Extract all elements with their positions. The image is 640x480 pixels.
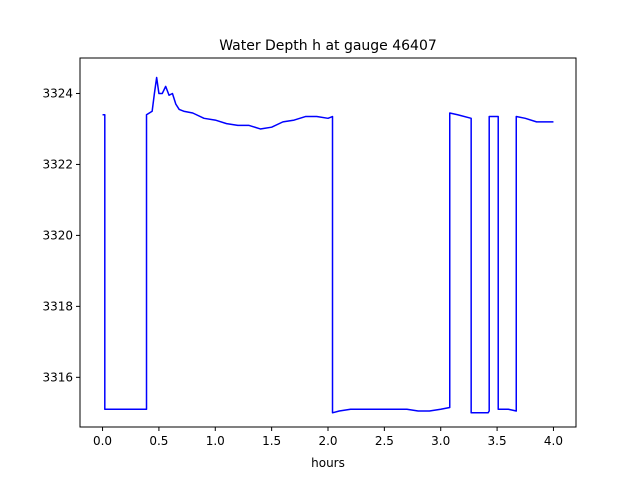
- x-tick-label: 1.0: [206, 434, 225, 448]
- x-axis: 0.0 0.5 1.0 1.5 2.0 2.5 3.0 3.5 4.0: [93, 427, 563, 448]
- y-tick-label: 3320: [42, 228, 73, 242]
- x-tick-label: 3.5: [488, 434, 507, 448]
- x-tick-label: 1.5: [262, 434, 281, 448]
- plot-area: [102, 76, 554, 414]
- x-tick-label: 3.0: [431, 434, 450, 448]
- y-tick-label: 3318: [42, 299, 73, 313]
- y-tick-label: 3322: [42, 157, 73, 171]
- x-tick-label: 0.0: [93, 434, 112, 448]
- y-tick-label: 3316: [42, 370, 73, 384]
- series-line: [102, 76, 554, 414]
- x-tick-label: 4.0: [544, 434, 563, 448]
- x-axis-label: hours: [311, 456, 345, 470]
- chart-title: Water Depth h at gauge 46407: [219, 38, 437, 54]
- x-tick-label: 2.5: [375, 434, 394, 448]
- y-axis: 3316 3318 3320 3322 3324: [42, 86, 80, 384]
- x-tick-label: 2.0: [318, 434, 337, 448]
- x-tick-label: 0.5: [149, 434, 168, 448]
- y-tick-label: 3324: [42, 86, 73, 100]
